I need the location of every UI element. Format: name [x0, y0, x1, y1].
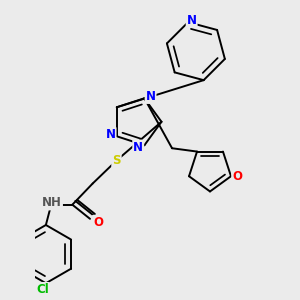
Text: O: O — [232, 170, 242, 183]
Text: O: O — [93, 216, 103, 229]
Text: NH: NH — [42, 196, 62, 209]
Text: S: S — [112, 154, 121, 167]
Text: N: N — [187, 14, 196, 27]
Text: N: N — [133, 140, 143, 154]
Text: Cl: Cl — [36, 283, 49, 296]
Text: N: N — [146, 90, 156, 103]
Text: N: N — [106, 128, 116, 141]
